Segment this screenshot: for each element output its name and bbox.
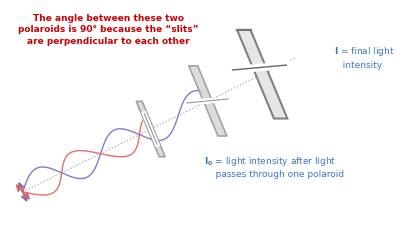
Polygon shape bbox=[136, 101, 165, 157]
Polygon shape bbox=[189, 66, 227, 136]
Text: The angle between these two
polaroids is 90° because the “slits”
are perpendicul: The angle between these two polaroids is… bbox=[18, 14, 199, 46]
Polygon shape bbox=[237, 30, 287, 119]
Text: $\mathbf{I}$ = final light
   intensity: $\mathbf{I}$ = final light intensity bbox=[334, 45, 395, 70]
Text: $\mathbf{I_0}$ = light intensity after light
    passes through one polaroid: $\mathbf{I_0}$ = light intensity after l… bbox=[204, 155, 344, 179]
